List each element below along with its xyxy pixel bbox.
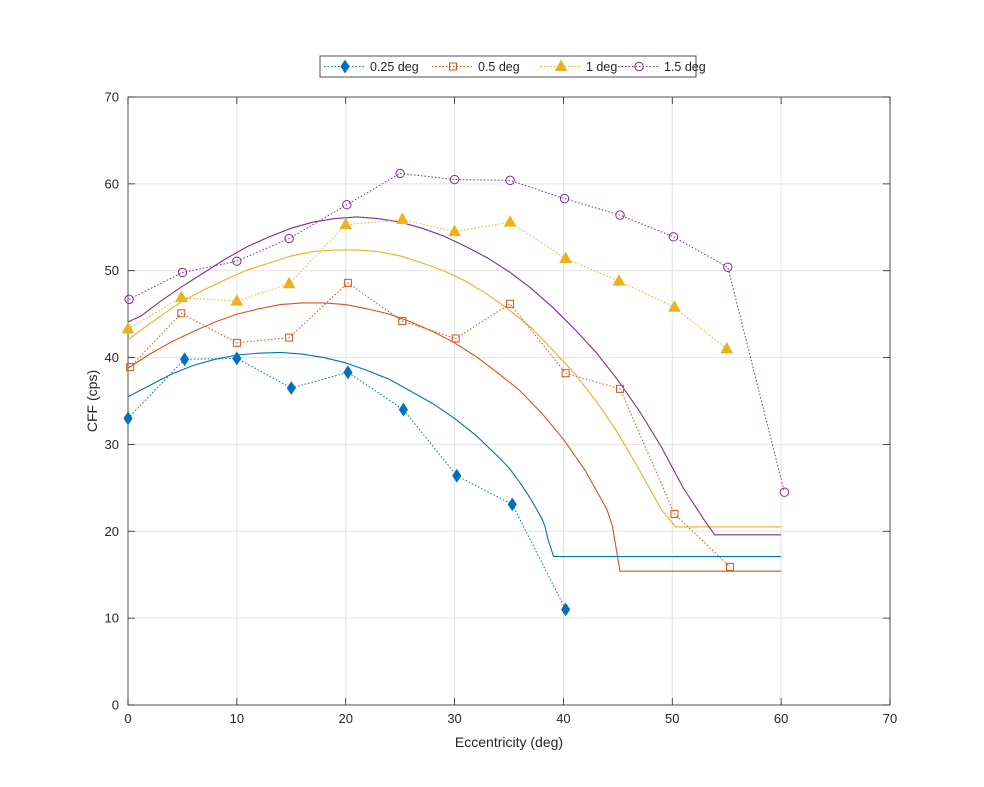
data-point [506,299,515,308]
fit-curves [127,216,782,572]
data-point [612,274,626,286]
data-point [232,256,242,266]
data-point [561,602,571,617]
data-point [668,300,681,312]
data-point [725,562,734,571]
legend-box [319,55,697,78]
x-tick-label: 70 [883,711,897,726]
fit-curve-2 [127,249,782,528]
data-point [126,363,135,372]
data-point [559,251,572,264]
data-point [230,294,244,306]
data-point [398,317,407,326]
data-point [448,224,461,237]
series-0-5-deg [126,278,734,571]
grid [128,97,890,705]
x-tick-label: 40 [556,711,570,726]
data-point [779,487,790,497]
data-point [615,210,625,220]
data-point [121,321,135,334]
data-point [174,290,188,303]
series-line [129,282,731,568]
data-point [398,402,409,417]
data-point [668,232,679,242]
data-point [284,233,294,244]
legend-marker [340,59,350,74]
data-point [561,369,570,378]
legend-marker [554,59,568,71]
series-line [127,357,567,610]
legend-marker [449,62,457,71]
y-tick-label: 70 [105,90,119,105]
data-point [339,217,353,230]
data-point [720,341,734,354]
data-point [180,352,190,367]
data-point [503,215,517,227]
y-tick-label: 40 [105,350,119,365]
data-point [395,168,405,179]
data-point [282,276,296,289]
data-point [449,174,460,185]
y-axis-label: CFF (cps) [84,370,100,432]
data-point [559,193,570,204]
data-point [723,262,733,272]
legend-label: 0.25 deg [370,60,419,74]
data-point [451,334,460,343]
plot-area [127,96,891,706]
x-tick-label: 50 [665,711,679,726]
y-tick-label: 50 [105,263,119,278]
data-point [286,381,296,395]
x-axis-label: Eccentricity (deg) [455,734,563,750]
data-point [507,497,517,512]
series-1-5-deg [124,168,790,497]
legend-label: 0.5 deg [478,60,520,74]
data-point [343,278,352,287]
data-point [124,294,134,305]
series-1-deg [121,212,734,354]
data-point [670,509,679,518]
legend-item[interactable]: 1.5 deg [618,60,706,74]
data-point [232,351,242,366]
fit-curve-3 [127,216,782,536]
legend-label: 1 deg [586,60,617,74]
data-point [452,468,462,483]
legend[interactable]: 0.25 deg 0.5 deg 1 deg 1.5 deg [319,55,706,78]
data-point [343,365,353,380]
x-tick-label: 60 [774,711,788,726]
axis-ticks: 0 10 20 30 40 50 60 70 0 10 20 30 40 50 60 70 [105,90,898,727]
y-tick-label: 60 [105,176,119,191]
data-point [232,338,241,347]
data-point [395,212,409,224]
legend-label: 1.5 deg [664,60,706,74]
data-point [342,200,352,210]
legend-item[interactable]: 0.25 deg [324,59,419,74]
y-tick-label: 20 [105,524,119,539]
y-tick-label: 30 [105,437,119,452]
series-0-25-deg [123,351,571,617]
data-point [177,267,188,278]
fit-curve-1 [127,302,782,572]
x-tick-label: 30 [447,711,461,726]
x-tick-label: 10 [230,711,244,726]
fit-curve-0 [127,351,782,558]
data-point [177,309,186,318]
y-tick-label: 0 [112,698,119,713]
x-tick-label: 20 [338,711,352,726]
data-point [616,384,625,393]
legend-marker [634,61,644,72]
legend-item[interactable]: 0.5 deg [432,60,520,74]
x-tick-label: 0 [124,711,131,726]
data-point [285,333,294,342]
data-point [505,175,515,186]
data-point [123,411,133,426]
y-tick-label: 10 [105,611,119,626]
legend-item[interactable]: 1 deg [540,59,617,74]
data-series [121,168,790,617]
